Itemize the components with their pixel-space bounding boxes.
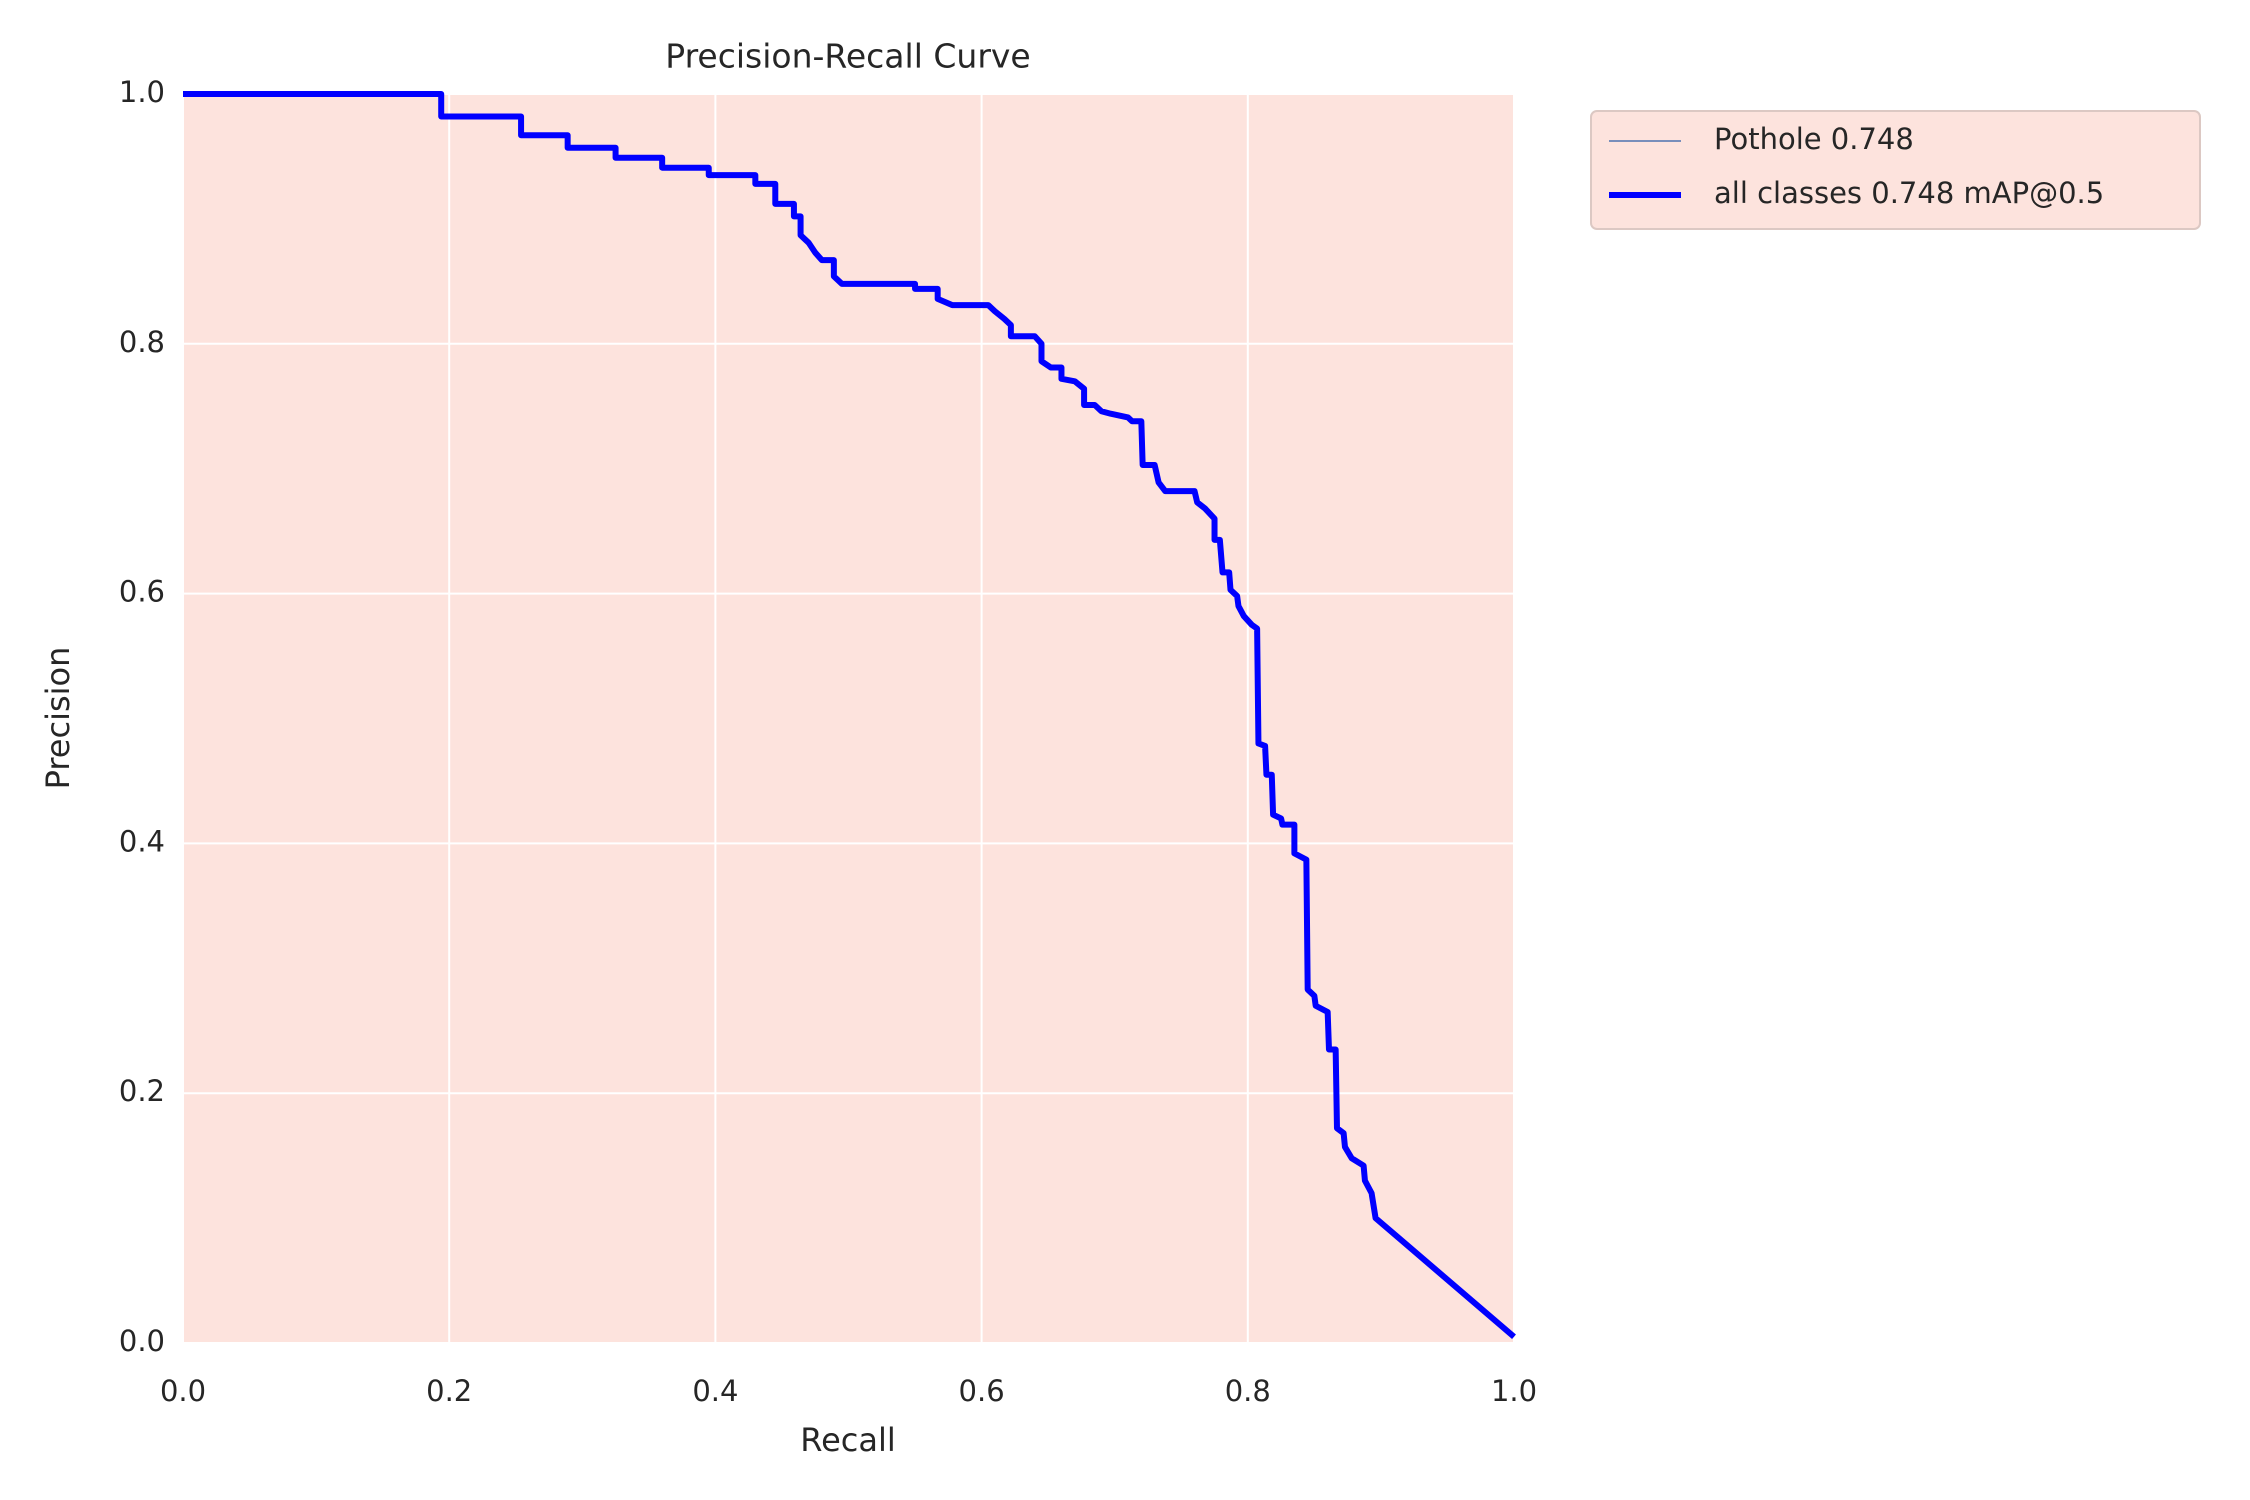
y-tick-label: 0.4 [119, 824, 165, 858]
y-tick-label: 0.6 [119, 575, 165, 609]
plot-background [183, 94, 1514, 1343]
x-tick-label: 0.6 [959, 1374, 1005, 1408]
pr-curve [183, 91, 1516, 1340]
y-tick-label: 0.8 [119, 325, 165, 359]
chart-title: Precision-Recall Curve [665, 37, 1030, 76]
legend-label: all classes 0.748 mAP@0.5 [1714, 176, 2104, 210]
y-tick-label: 0.0 [119, 1324, 165, 1358]
y-tick-label: 0.2 [119, 1074, 165, 1108]
x-tick-label: 0.2 [426, 1374, 472, 1408]
x-tick-label: 0.8 [1225, 1374, 1271, 1408]
x-tick-label: 0.4 [692, 1374, 738, 1408]
x-tick-label: 0.0 [160, 1374, 206, 1408]
legend-box [1590, 110, 2201, 230]
legend-label: Pothole 0.748 [1714, 122, 1914, 156]
y-tick-label: 1.0 [119, 75, 165, 109]
x-tick-label: 1.0 [1491, 1374, 1537, 1408]
y-axis-label: Precision [39, 647, 77, 790]
x-axis-label: Recall [800, 1421, 895, 1459]
